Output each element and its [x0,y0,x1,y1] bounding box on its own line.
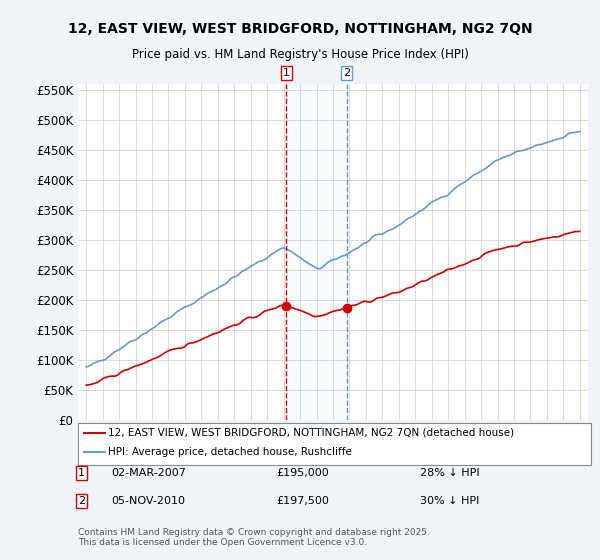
Text: 28% ↓ HPI: 28% ↓ HPI [420,468,479,478]
Text: 12, EAST VIEW, WEST BRIDGFORD, NOTTINGHAM, NG2 7QN: 12, EAST VIEW, WEST BRIDGFORD, NOTTINGHA… [68,22,532,36]
Text: £195,000: £195,000 [276,468,329,478]
Text: 2: 2 [78,496,85,506]
Bar [286,84,347,420]
Text: 1: 1 [78,468,85,478]
Text: 1: 1 [283,68,290,78]
Text: 05-NOV-2010: 05-NOV-2010 [111,496,185,506]
Text: 30% ↓ HPI: 30% ↓ HPI [420,496,479,506]
Text: Contains HM Land Registry data © Crown copyright and database right 2025.
This d: Contains HM Land Registry data © Crown c… [78,528,430,547]
Text: Price paid vs. HM Land Registry's House Price Index (HPI): Price paid vs. HM Land Registry's House … [131,48,469,60]
Text: HPI: Average price, detached house, Rushcliffe: HPI: Average price, detached house, Rush… [108,447,352,457]
Text: £197,500: £197,500 [276,496,329,506]
Text: 12, EAST VIEW, WEST BRIDGFORD, NOTTINGHAM, NG2 7QN (detached house): 12, EAST VIEW, WEST BRIDGFORD, NOTTINGHA… [108,428,514,438]
Text: 02-MAR-2007: 02-MAR-2007 [111,468,186,478]
Text: 2: 2 [343,68,350,78]
